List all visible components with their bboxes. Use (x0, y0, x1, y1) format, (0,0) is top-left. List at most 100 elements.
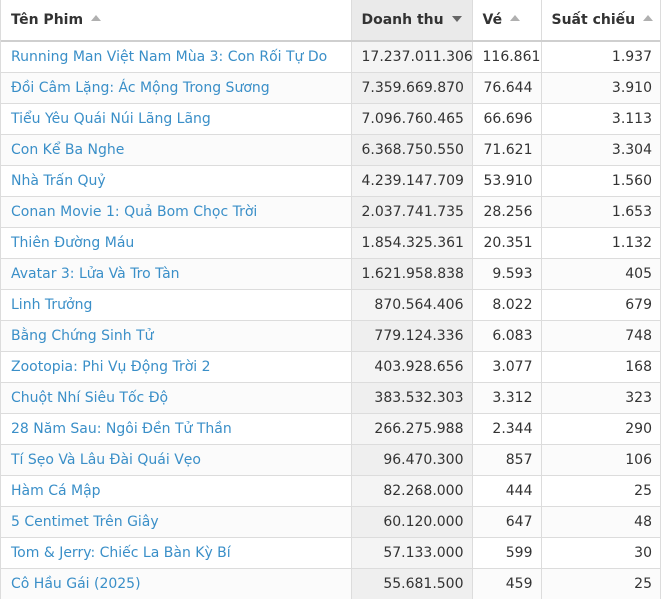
showings-cell: 3.113 (541, 103, 660, 135)
revenue-cell: 1.854.325.361 (351, 227, 473, 259)
table-row: Nhà Trấn Quỷ 4.239.147.709 53.910 1.560 (1, 165, 660, 197)
showings-cell: 1.132 (541, 227, 660, 259)
movie-title-link[interactable]: Tiểu Yêu Quái Núi Lãng Lãng (1, 103, 352, 135)
table-row: Zootopia: Phi Vụ Động Trời 2 403.928.656 3… (1, 351, 660, 383)
tickets-cell: 9.593 (472, 258, 542, 290)
movie-title-link[interactable]: Tom & Jerry: Chiếc La Bàn Kỳ Bí (1, 537, 352, 569)
revenue-cell: 1.621.958.838 (351, 258, 473, 290)
movie-title-link[interactable]: Running Man Việt Nam Mùa 3: Con Rối Tự D… (1, 41, 352, 73)
revenue-cell: 4.239.147.709 (351, 165, 473, 197)
revenue-cell: 57.133.000 (351, 537, 473, 569)
showings-cell: 1.560 (541, 165, 660, 197)
movie-title-link[interactable]: Nhà Trấn Quỷ (1, 165, 352, 197)
revenue-cell: 7.096.760.465 (351, 103, 473, 135)
tickets-cell: 3.312 (472, 382, 542, 414)
movie-title-link[interactable]: Tí Sẹo Và Lâu Đài Quái Vẹo (1, 444, 352, 476)
tickets-cell: 116.861 (472, 41, 542, 73)
tickets-cell: 6.083 (472, 320, 542, 352)
tickets-cell: 76.644 (472, 72, 542, 104)
movie-title-link[interactable]: 28 Năm Sau: Ngôi Đền Tử Thần (1, 413, 352, 445)
showings-cell: 25 (541, 568, 660, 599)
table-row: Tom & Jerry: Chiếc La Bàn Kỳ Bí 57.133.00… (1, 537, 660, 569)
showings-cell: 48 (541, 506, 660, 538)
sort-up-icon (510, 15, 521, 21)
showings-cell: 30 (541, 537, 660, 569)
showings-cell: 106 (541, 444, 660, 476)
movie-title-link[interactable]: Conan Movie 1: Quả Bom Chọc Trời (1, 196, 352, 228)
movie-title-link[interactable]: Avatar 3: Lửa Và Tro Tàn (1, 258, 352, 290)
column-header-revenue[interactable]: Doanh thu (351, 0, 473, 42)
column-header-tickets-label: Vé (482, 12, 503, 28)
column-header-title[interactable]: Tên Phim (1, 0, 352, 42)
showings-cell: 3.910 (541, 72, 660, 104)
revenue-cell: 96.470.300 (351, 444, 473, 476)
table-row: Cô Hầu Gái (2025) 55.681.500 459 25 (1, 568, 660, 599)
table-body: Running Man Việt Nam Mùa 3: Con Rối Tự D… (1, 41, 660, 599)
movie-title-link[interactable]: 5 Centimet Trên Giây (1, 506, 352, 538)
movie-title-link[interactable]: Thiên Đường Máu (1, 227, 352, 259)
revenue-cell: 6.368.750.550 (351, 134, 473, 166)
table-row: 5 Centimet Trên Giây 60.120.000 647 48 (1, 506, 660, 538)
showings-cell: 25 (541, 475, 660, 507)
showings-cell: 323 (541, 382, 660, 414)
revenue-cell: 7.359.669.870 (351, 72, 473, 104)
table-row: Hàm Cá Mập 82.268.000 444 25 (1, 475, 660, 507)
tickets-cell: 28.256 (472, 196, 542, 228)
table-header-row: Tên Phim Doanh thu Vé Suất chiếu (1, 0, 660, 42)
revenue-cell: 383.532.303 (351, 382, 473, 414)
tickets-cell: 444 (472, 475, 542, 507)
showings-cell: 679 (541, 289, 660, 321)
tickets-cell: 66.696 (472, 103, 542, 135)
tickets-cell: 3.077 (472, 351, 542, 383)
revenue-cell: 17.237.011.306 (351, 41, 473, 73)
table-row: Running Man Việt Nam Mùa 3: Con Rối Tự D… (1, 41, 660, 73)
movie-title-link[interactable]: Con Kể Ba Nghe (1, 134, 352, 166)
column-header-revenue-label: Doanh thu (361, 12, 444, 28)
movie-title-link[interactable]: Chuột Nhí Siêu Tốc Độ (1, 382, 352, 414)
revenue-cell: 60.120.000 (351, 506, 473, 538)
tickets-cell: 857 (472, 444, 542, 476)
revenue-cell: 266.275.988 (351, 413, 473, 445)
tickets-cell: 2.344 (472, 413, 542, 445)
showings-cell: 168 (541, 351, 660, 383)
revenue-cell: 403.928.656 (351, 351, 473, 383)
sort-up-icon (643, 15, 654, 21)
table-row: Avatar 3: Lửa Và Tro Tàn 1.621.958.838 9.5… (1, 258, 660, 290)
movie-title-link[interactable]: Linh Trưởng (1, 289, 352, 321)
table-row: Conan Movie 1: Quả Bom Chọc Trời 2.037.74… (1, 196, 660, 228)
sort-down-icon (451, 16, 462, 22)
tickets-cell: 599 (472, 537, 542, 569)
table-row: Bằng Chứng Sinh Tử 779.124.336 6.083 748 (1, 320, 660, 352)
table-row: Tiểu Yêu Quái Núi Lãng Lãng 7.096.760.465… (1, 103, 660, 135)
table-row: 28 Năm Sau: Ngôi Đền Tử Thần 266.275.988 2… (1, 413, 660, 445)
showings-cell: 1.937 (541, 41, 660, 73)
tickets-cell: 8.022 (472, 289, 542, 321)
movie-title-link[interactable]: Cô Hầu Gái (2025) (1, 568, 352, 599)
sort-up-icon (91, 15, 102, 21)
showings-cell: 748 (541, 320, 660, 352)
tickets-cell: 647 (472, 506, 542, 538)
movie-title-link[interactable]: Đồi Câm Lặng: Ác Mộng Trong Sương (1, 72, 352, 104)
table-row: Đồi Câm Lặng: Ác Mộng Trong Sương 7.359.6… (1, 72, 660, 104)
revenue-cell: 55.681.500 (351, 568, 473, 599)
column-header-tickets[interactable]: Vé (472, 0, 542, 42)
tickets-cell: 53.910 (472, 165, 542, 197)
revenue-cell: 779.124.336 (351, 320, 473, 352)
showings-cell: 3.304 (541, 134, 660, 166)
table-row: Chuột Nhí Siêu Tốc Độ 383.532.303 3.312 323 (1, 382, 660, 414)
movie-title-link[interactable]: Bằng Chứng Sinh Tử (1, 320, 352, 352)
movie-title-link[interactable]: Hàm Cá Mập (1, 475, 352, 507)
column-header-showings[interactable]: Suất chiếu (541, 0, 660, 42)
showings-cell: 405 (541, 258, 660, 290)
table-row: Tí Sẹo Và Lâu Đài Quái Vẹo 96.470.300 857 1… (1, 444, 660, 476)
showings-cell: 1.653 (541, 196, 660, 228)
tickets-cell: 71.621 (472, 134, 542, 166)
revenue-cell: 2.037.741.735 (351, 196, 473, 228)
tickets-cell: 20.351 (472, 227, 542, 259)
movie-title-link[interactable]: Zootopia: Phi Vụ Động Trời 2 (1, 351, 352, 383)
revenue-cell: 870.564.406 (351, 289, 473, 321)
table-row: Linh Trưởng 870.564.406 8.022 679 (1, 289, 660, 321)
column-header-title-label: Tên Phim (11, 12, 84, 28)
